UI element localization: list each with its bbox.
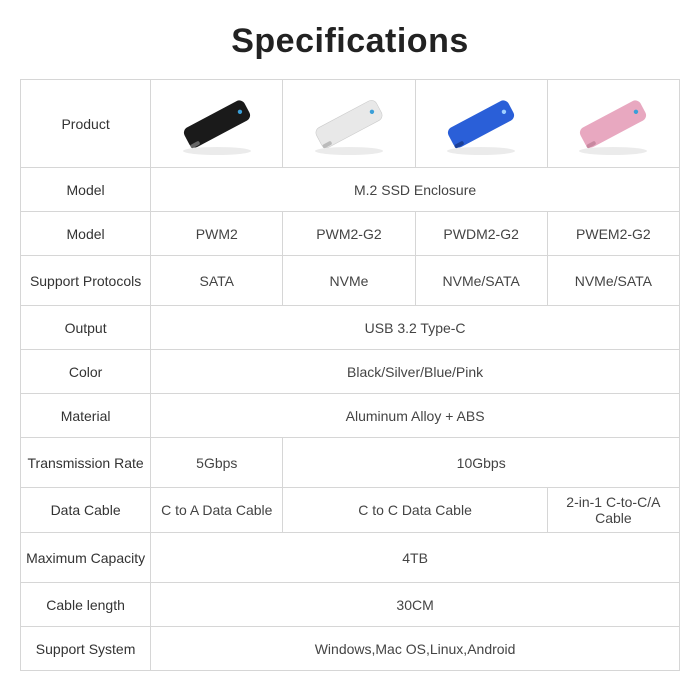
label-cablelen: Cable length [21,583,151,627]
row-output: Output USB 3.2 Type-C [21,306,680,350]
label-material: Material [21,394,151,438]
product-image-pink [547,80,679,168]
label-product: Product [21,80,151,168]
label-rate: Transmission Rate [21,438,151,488]
value-cablelen: 30CM [151,583,680,627]
row-model-general: Model M.2 SSD Enclosure [21,168,680,212]
label-system: Support System [21,627,151,671]
page-title: Specifications [231,22,469,61]
value-color: Black/Silver/Blue/Pink [151,350,680,394]
specs-table: Product [20,79,680,671]
value-material: Aluminum Alloy + ABS [151,394,680,438]
label-capacity: Maximum Capacity [21,533,151,583]
row-material: Material Aluminum Alloy + ABS [21,394,680,438]
product-image-blue [415,80,547,168]
row-color: Color Black/Silver/Blue/Pink [21,350,680,394]
row-cable: Data Cable C to A Data Cable C to C Data… [21,488,680,533]
value-system: Windows,Mac OS,Linux,Android [151,627,680,671]
value-capacity: 4TB [151,533,680,583]
label-protocols: Support Protocols [21,256,151,306]
value-protocols-2: NVMe/SATA [415,256,547,306]
row-cablelen: Cable length 30CM [21,583,680,627]
value-rate-a: 5Gbps [151,438,283,488]
label-cable: Data Cable [21,488,151,533]
value-cable-a: C to A Data Cable [151,488,283,533]
row-model-variants: Model PWM2 PWM2-G2 PWDM2-G2 PWEM2-G2 [21,212,680,256]
row-capacity: Maximum Capacity 4TB [21,533,680,583]
product-image-silver [283,80,415,168]
value-cable-b: C to C Data Cable [283,488,547,533]
value-protocols-0: SATA [151,256,283,306]
value-rate-b: 10Gbps [283,438,680,488]
value-model2-0: PWM2 [151,212,283,256]
row-protocols: Support Protocols SATA NVMe NVMe/SATA NV… [21,256,680,306]
label-model1: Model [21,168,151,212]
label-model2: Model [21,212,151,256]
label-color: Color [21,350,151,394]
value-protocols-1: NVMe [283,256,415,306]
value-output: USB 3.2 Type-C [151,306,680,350]
value-protocols-3: NVMe/SATA [547,256,679,306]
value-model2-1: PWM2-G2 [283,212,415,256]
value-cable-c: 2-in-1 C-to-C/A Cable [547,488,679,533]
row-product: Product [21,80,680,168]
row-system: Support System Windows,Mac OS,Linux,Andr… [21,627,680,671]
value-model2-3: PWEM2-G2 [547,212,679,256]
value-model2-2: PWDM2-G2 [415,212,547,256]
row-rate: Transmission Rate 5Gbps 10Gbps [21,438,680,488]
product-image-black [151,80,283,168]
label-output: Output [21,306,151,350]
value-model1: M.2 SSD Enclosure [151,168,680,212]
